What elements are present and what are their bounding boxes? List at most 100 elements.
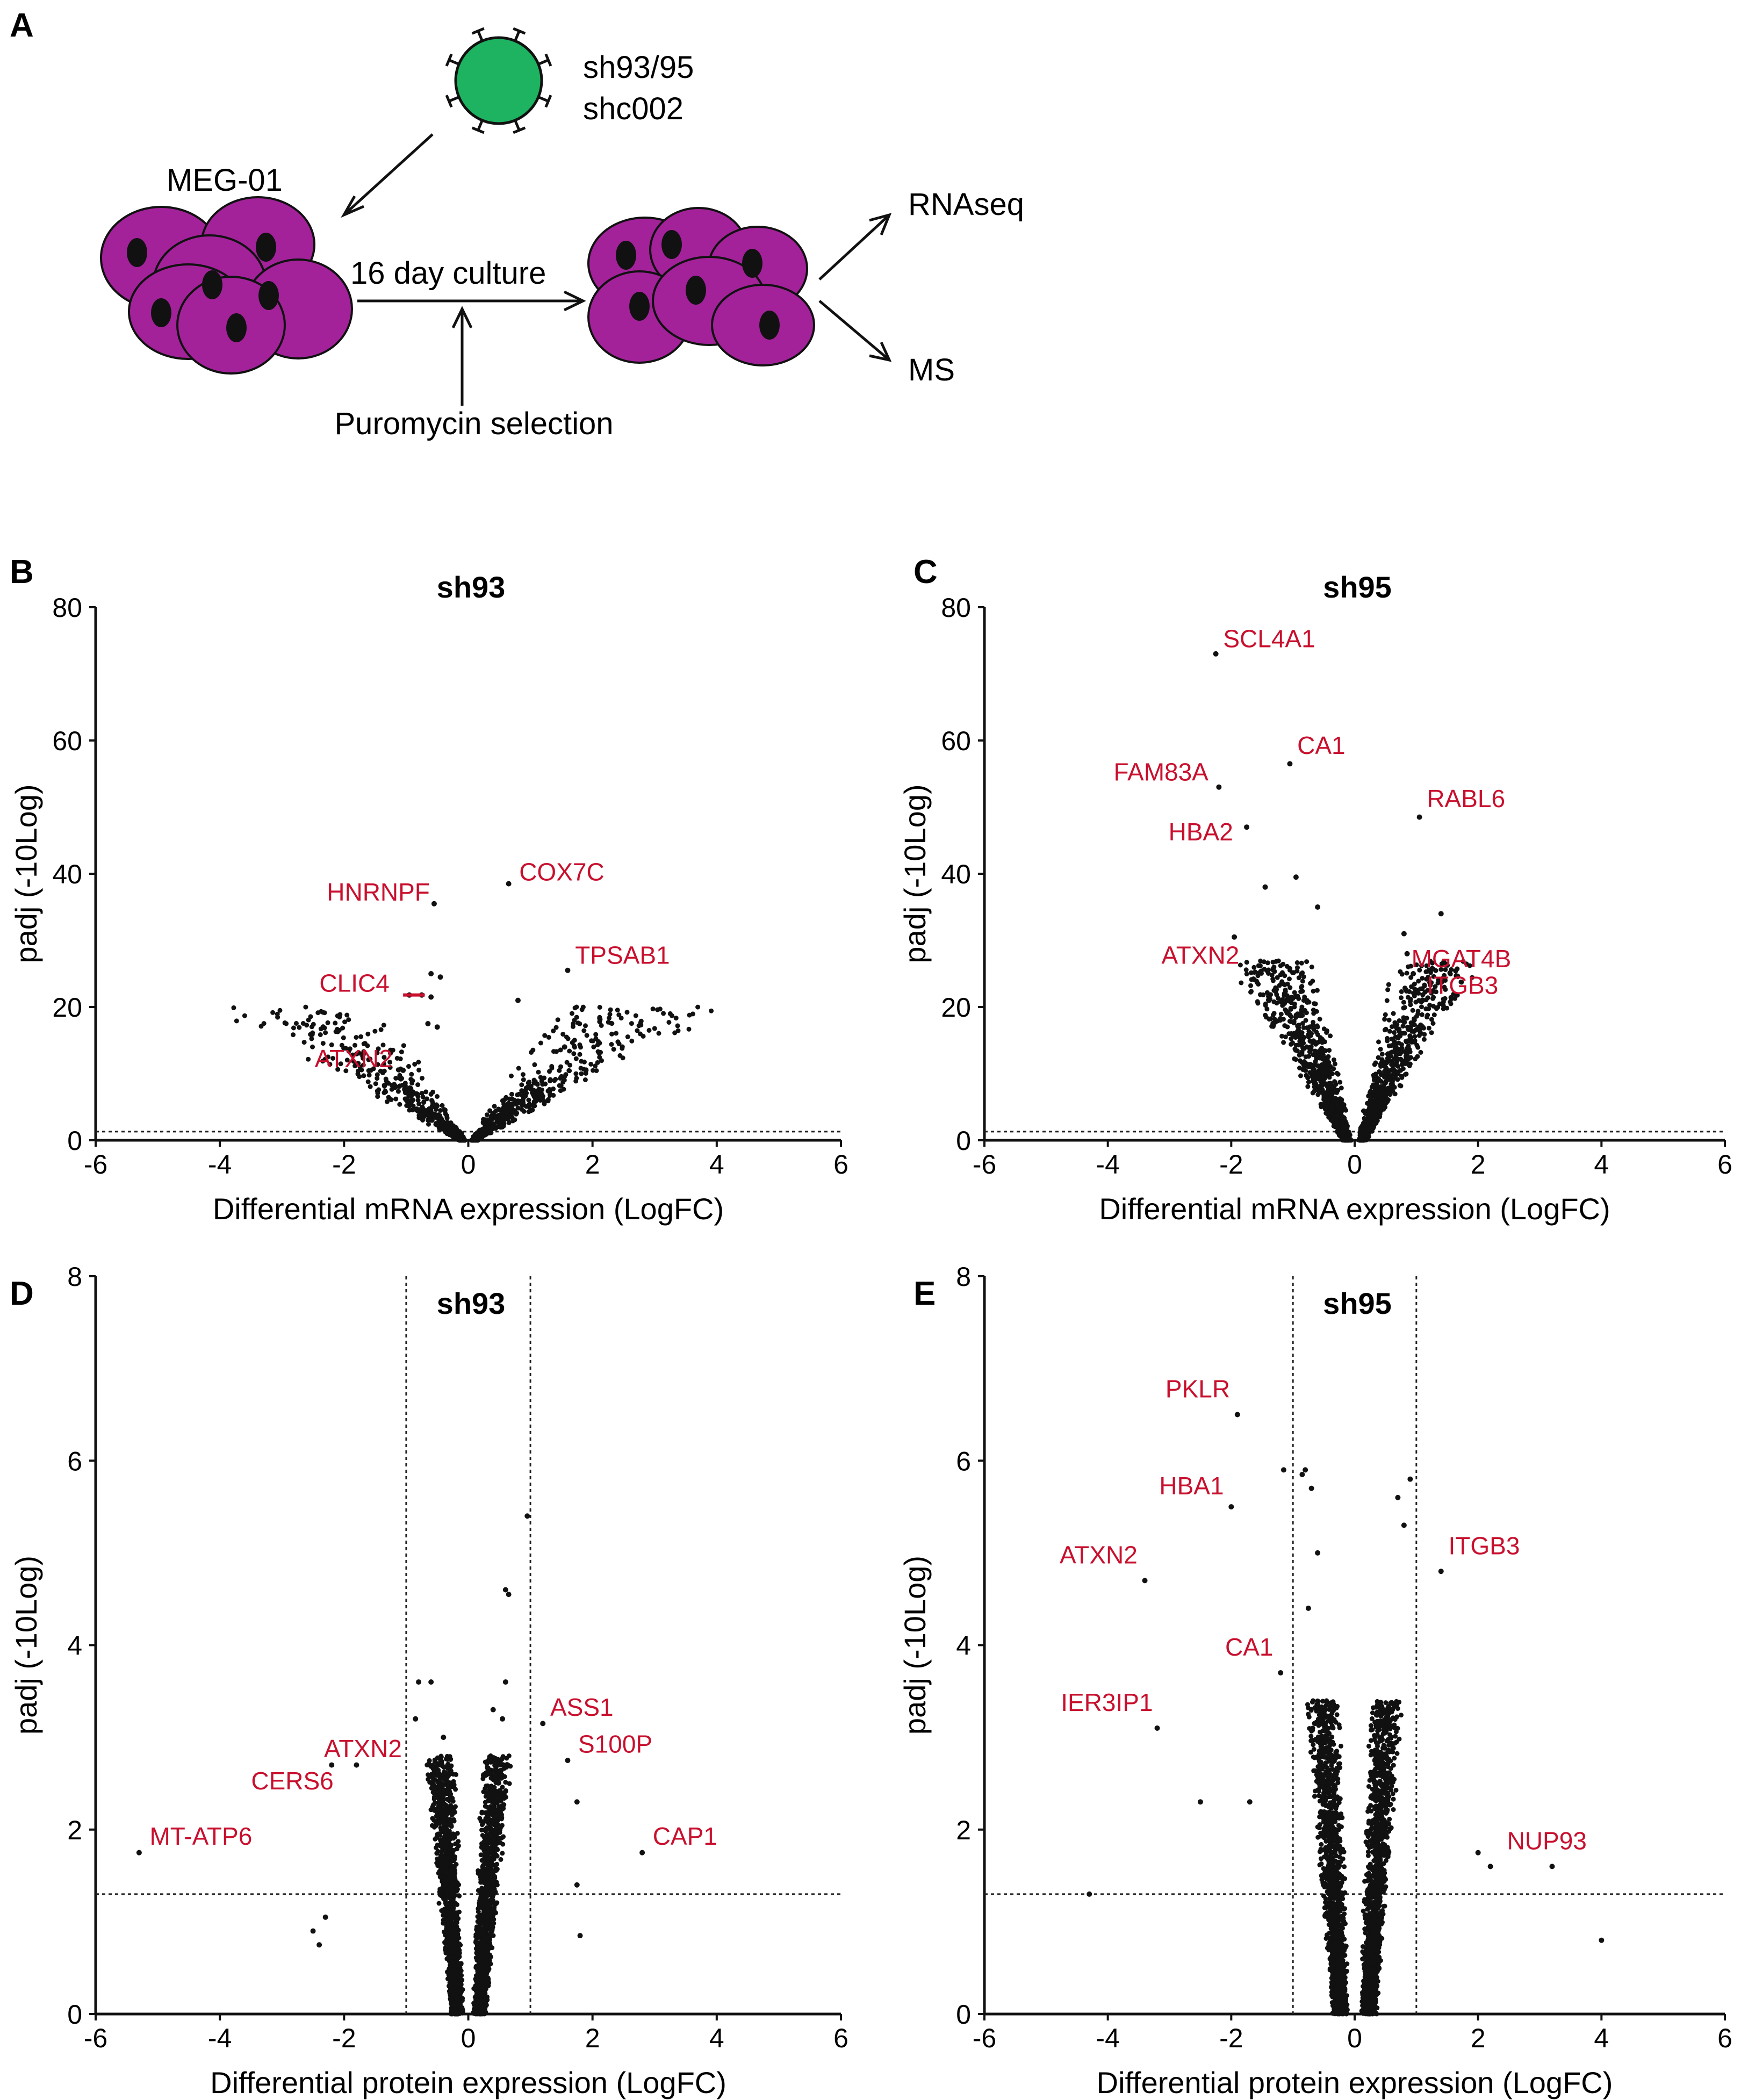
data-point xyxy=(1410,1008,1415,1013)
y-tick-label: 80 xyxy=(52,593,82,623)
data-point xyxy=(384,1099,390,1104)
y-axis-label: padj (-10Log) xyxy=(898,784,932,963)
data-point xyxy=(595,1060,600,1065)
data-point xyxy=(1287,761,1293,767)
data-point xyxy=(1314,1030,1319,1035)
data-point xyxy=(412,1062,418,1067)
data-point xyxy=(375,1072,380,1077)
data-point xyxy=(420,1076,425,1081)
output-arrows-icon xyxy=(818,213,892,362)
data-point xyxy=(1304,959,1310,965)
data-point xyxy=(354,1035,359,1040)
data-point xyxy=(1343,1107,1348,1113)
data-point xyxy=(583,1071,588,1076)
data-point xyxy=(620,1055,625,1061)
data-point xyxy=(1271,965,1277,970)
data-point xyxy=(1404,970,1409,976)
data-point xyxy=(561,1087,566,1092)
data-point xyxy=(1281,1040,1286,1045)
data-point xyxy=(1267,1017,1272,1022)
data-point xyxy=(666,1020,672,1025)
data-point xyxy=(635,1028,640,1033)
data-point xyxy=(1270,1012,1276,1018)
data-point xyxy=(355,1071,361,1076)
data-point xyxy=(375,1050,380,1055)
data-point xyxy=(528,1083,534,1089)
data-point xyxy=(344,1058,350,1063)
data-point xyxy=(365,1079,371,1084)
data-point xyxy=(361,1073,366,1078)
data-point xyxy=(406,1086,411,1091)
data-point xyxy=(579,1059,584,1064)
data-point xyxy=(429,1118,435,1123)
y-tick-label: 60 xyxy=(52,726,82,756)
data-point xyxy=(1399,995,1404,1001)
data-point xyxy=(428,994,434,1000)
panel-a-workflow: A sh93/95 shc002 MEG-01 xyxy=(10,7,1024,441)
virus-spike xyxy=(471,27,485,42)
x-tick-label: 2 xyxy=(1471,1149,1486,1180)
data-point xyxy=(1258,968,1264,974)
data-point xyxy=(380,1042,386,1048)
data-point xyxy=(581,1067,586,1072)
data-point xyxy=(425,1117,430,1123)
data-point xyxy=(1386,1043,1392,1048)
data-point xyxy=(565,967,571,973)
data-point xyxy=(447,1120,452,1126)
data-point xyxy=(1301,1059,1307,1064)
data-point xyxy=(1312,1077,1317,1082)
y-tick-label: 2 xyxy=(67,1815,82,1845)
data-point xyxy=(560,1032,566,1037)
data-point xyxy=(1431,1012,1437,1018)
x-tick-label: 6 xyxy=(833,2023,848,2053)
data-point xyxy=(419,1112,424,1118)
gene-label: SCL4A1 xyxy=(1223,625,1315,653)
data-point xyxy=(1305,1075,1311,1080)
data-point xyxy=(393,1096,399,1102)
data-point xyxy=(583,1023,588,1029)
data-point xyxy=(527,1102,532,1107)
data-point xyxy=(1319,1087,1323,1092)
data-point xyxy=(1300,1037,1306,1042)
data-point xyxy=(401,1043,406,1048)
gene-label: TPSAB1 xyxy=(575,941,670,969)
virus-label-sh93-95: sh93/95 xyxy=(583,50,694,85)
chart-title-b: sh93 xyxy=(437,570,506,604)
data-point xyxy=(382,1068,387,1074)
data-point xyxy=(1287,976,1292,982)
data-point xyxy=(521,1077,526,1082)
data-point xyxy=(434,1107,438,1112)
data-point xyxy=(342,1019,347,1025)
data-point xyxy=(1399,972,1405,977)
data-point xyxy=(1328,1033,1333,1039)
data-point xyxy=(1297,1066,1302,1070)
data-point xyxy=(427,1106,432,1111)
data-point xyxy=(1385,987,1391,993)
data-point xyxy=(529,1090,535,1095)
data-point xyxy=(1313,1001,1318,1006)
data-point xyxy=(340,1025,346,1031)
data-point xyxy=(1392,1091,1398,1097)
data-point xyxy=(1331,1084,1336,1089)
data-point xyxy=(306,1017,311,1023)
data-point xyxy=(1305,1084,1311,1089)
data-point xyxy=(1326,1088,1331,1094)
data-point xyxy=(476,1135,481,1141)
data-point xyxy=(277,1008,283,1013)
data-point xyxy=(572,1017,577,1023)
data-point xyxy=(485,1121,490,1127)
data-point xyxy=(453,1787,458,1792)
data-point xyxy=(1319,1104,1324,1110)
data-point xyxy=(1344,1133,1350,1138)
data-point xyxy=(591,1038,596,1044)
data-point xyxy=(506,1101,512,1106)
data-point xyxy=(588,1061,594,1067)
data-point xyxy=(541,1097,546,1103)
data-point xyxy=(1308,1063,1314,1068)
data-point xyxy=(567,1048,572,1054)
data-point xyxy=(1403,1053,1408,1059)
data-point xyxy=(293,1021,299,1026)
data-point xyxy=(337,1015,342,1020)
data-point xyxy=(579,1071,584,1076)
data-point xyxy=(1397,1033,1402,1038)
